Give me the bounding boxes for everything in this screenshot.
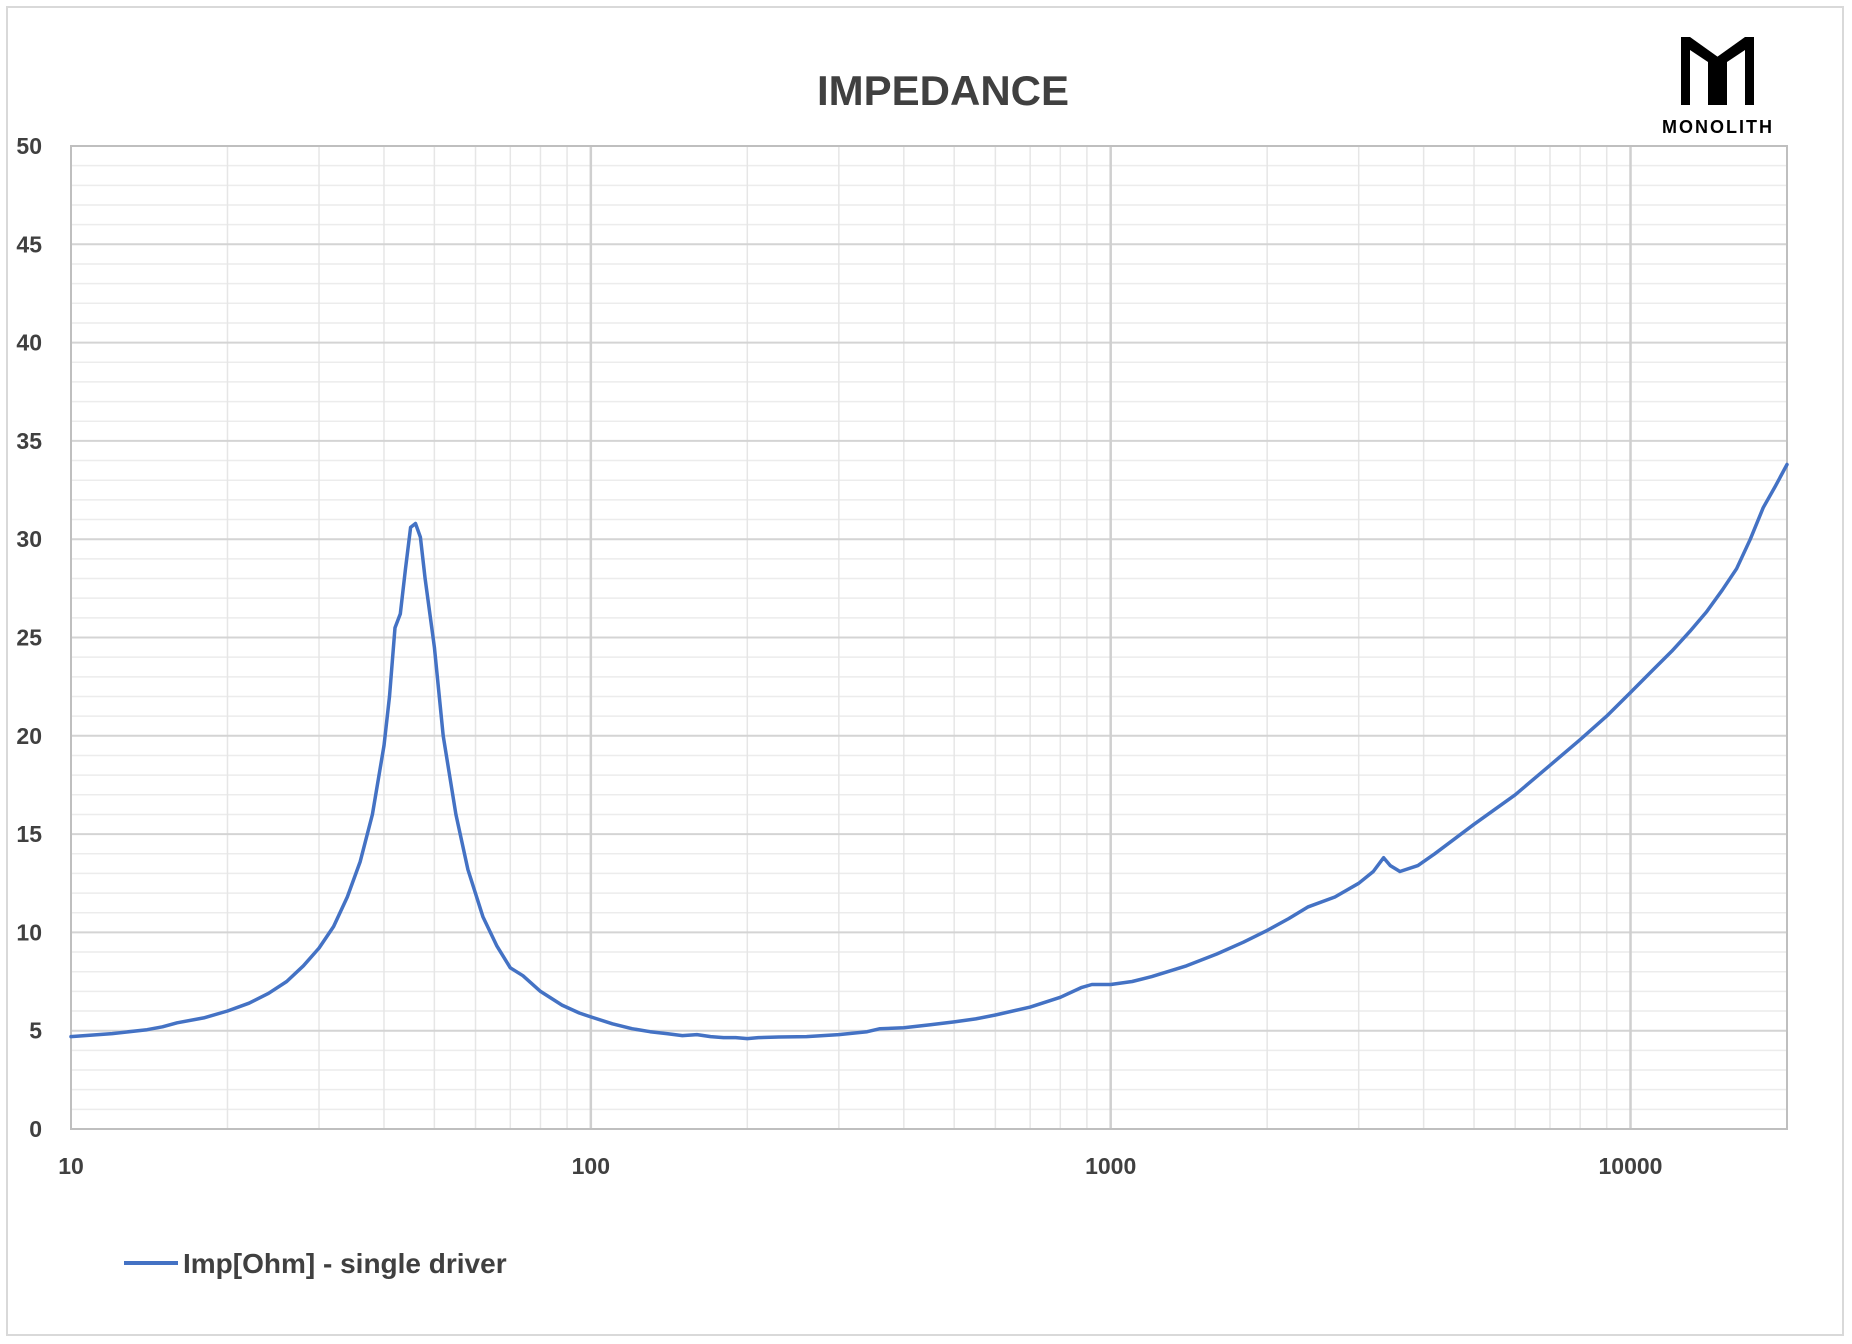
y-tick-label: 15: [16, 821, 42, 847]
y-tick-label: 30: [16, 526, 42, 552]
y-tick-label: 5: [29, 1018, 42, 1044]
series-line-imp: [69, 462, 1789, 1041]
y-tick-label: 10: [16, 919, 42, 945]
y-tick-label: 45: [16, 231, 42, 257]
legend-label: Imp[Ohm] - single driver: [183, 1248, 507, 1279]
x-tick-label: 10000: [1599, 1153, 1663, 1179]
y-tick-label: 50: [16, 133, 42, 159]
minor-grid: [71, 146, 1787, 1129]
y-axis-ticks: 0 5 10 15 20 25 30 35 40 45 50: [16, 133, 42, 1142]
x-axis-ticks: 10 100 1000 10000: [58, 1153, 1662, 1179]
chart-frame: [6, 6, 1844, 1336]
y-tick-label: 35: [16, 428, 42, 454]
monolith-logo: MONOLITH: [1662, 37, 1774, 137]
y-tick-label: 25: [16, 625, 42, 651]
logo-text: MONOLITH: [1662, 117, 1774, 137]
monolith-logo-icon: [1681, 37, 1754, 105]
y-tick-label: 40: [16, 330, 42, 356]
y-tick-label: 0: [29, 1116, 42, 1142]
x-tick-label: 10: [58, 1153, 84, 1179]
x-tick-label: 1000: [1085, 1153, 1136, 1179]
plot-area: [70, 145, 1788, 1130]
y-tick-label: 20: [16, 723, 42, 749]
x-tick-label: 100: [572, 1153, 610, 1179]
chart-title: IMPEDANCE: [817, 67, 1069, 114]
major-grid: [71, 146, 1787, 1129]
legend: Imp[Ohm] - single driver: [124, 1248, 507, 1279]
